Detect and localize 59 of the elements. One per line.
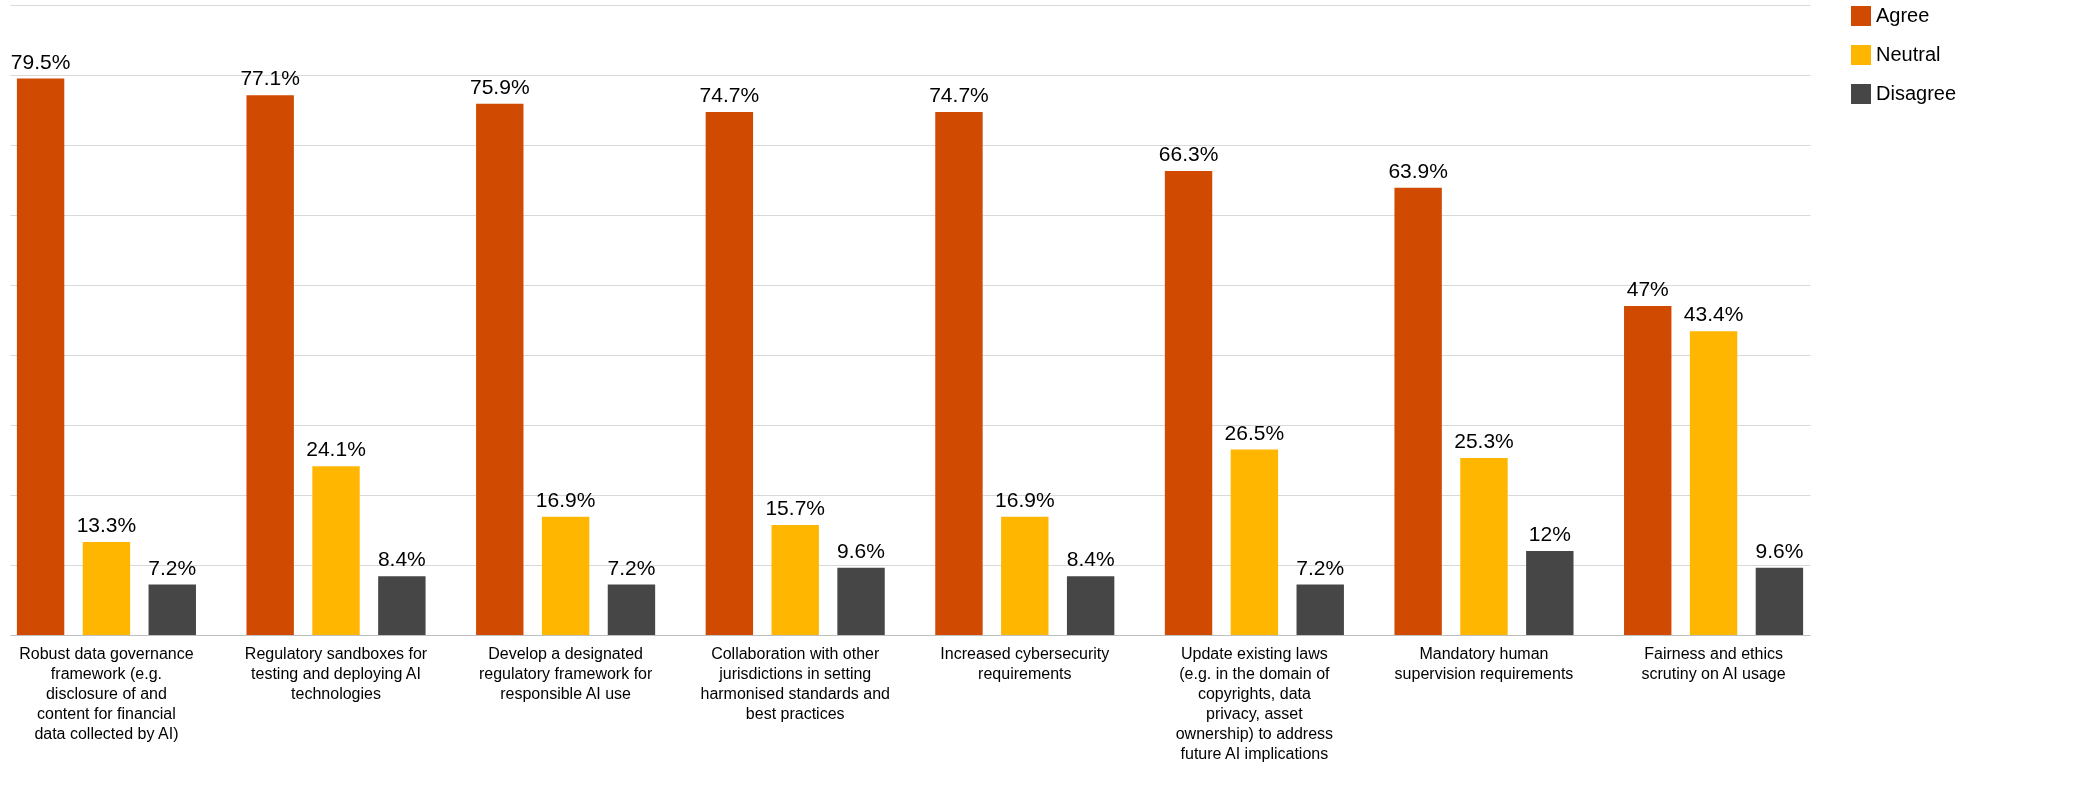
bar (82, 541, 131, 635)
x-tick-label: Update existing laws (e.g. in the domain of copyrights, data privacy, asset ownership) to address future AI implications (1175, 644, 1334, 762)
legend-label: Disagree (1876, 82, 1957, 104)
data-label: 13.3% (76, 512, 137, 536)
bar (1066, 576, 1115, 635)
x-tick-label: Fairness and ethics scrutiny on AI usage (1641, 644, 1786, 682)
data-label: 16.9% (535, 487, 596, 511)
data-label: 15.7% (765, 496, 825, 520)
data-label: 16.9% (995, 487, 1055, 511)
data-label: 74.7% (929, 83, 989, 107)
data-label: 8.4% (1066, 547, 1115, 571)
legend-label: Neutral (1876, 43, 1941, 65)
bar (837, 567, 885, 635)
bar (935, 112, 983, 635)
data-label: 12% (1528, 522, 1571, 545)
data-label: 74.7% (699, 83, 760, 107)
data-label: 75.9% (470, 74, 530, 98)
data-label: 9.6% (1755, 538, 1804, 562)
bar (312, 466, 360, 635)
bar (476, 103, 524, 635)
data-label: 25.3% (1454, 428, 1514, 452)
bar (246, 95, 294, 635)
bar (607, 584, 656, 635)
bar (1755, 567, 1804, 635)
data-label: 26.5% (1224, 420, 1285, 444)
x-tick-label: Robust data governance framework (e.g. disclosure of and content for financial data collected by AI) (19, 644, 194, 742)
data-label: 24.1% (306, 437, 366, 461)
data-label: 77.1% (240, 66, 300, 90)
bar (1296, 584, 1344, 635)
bar (1689, 331, 1738, 635)
bar (1624, 306, 1672, 635)
bar (1230, 449, 1279, 635)
bar (16, 78, 65, 635)
bar (1394, 187, 1442, 635)
bar (1164, 170, 1213, 635)
data-label: 7.2% (148, 555, 197, 579)
x-tick-label: Develop a designated regulatory framework for responsible AI use (478, 644, 653, 702)
x-tick-label: Collaboration with other jurisdictions in setting harmonised standards and best practices (700, 644, 890, 722)
bar (1001, 516, 1049, 635)
x-tick-label: Increased cybersecurity requirements (940, 644, 1110, 682)
data-label: 66.3% (1158, 141, 1219, 165)
data-label: 9.6% (837, 538, 885, 562)
data-label: 79.5% (10, 49, 71, 73)
data-label: 7.2% (607, 555, 656, 579)
bar (705, 112, 754, 635)
legend-label: Agree (1876, 4, 1930, 26)
data-label: 47% (1626, 277, 1669, 300)
bar (1526, 551, 1574, 635)
bar (148, 584, 196, 635)
bar (541, 516, 590, 635)
bar (1460, 457, 1508, 635)
data-label: 43.4% (1683, 302, 1744, 326)
bar (378, 576, 426, 635)
x-tick-label: Mandatory human supervision requirements (1394, 644, 1574, 682)
data-label: 63.9% (1388, 158, 1448, 182)
data-label: 8.4% (377, 547, 426, 571)
data-label: 7.2% (1296, 555, 1345, 579)
x-tick-label: Regulatory sandboxes for testing and deploying AI technologies (244, 644, 428, 702)
bar (771, 525, 819, 635)
